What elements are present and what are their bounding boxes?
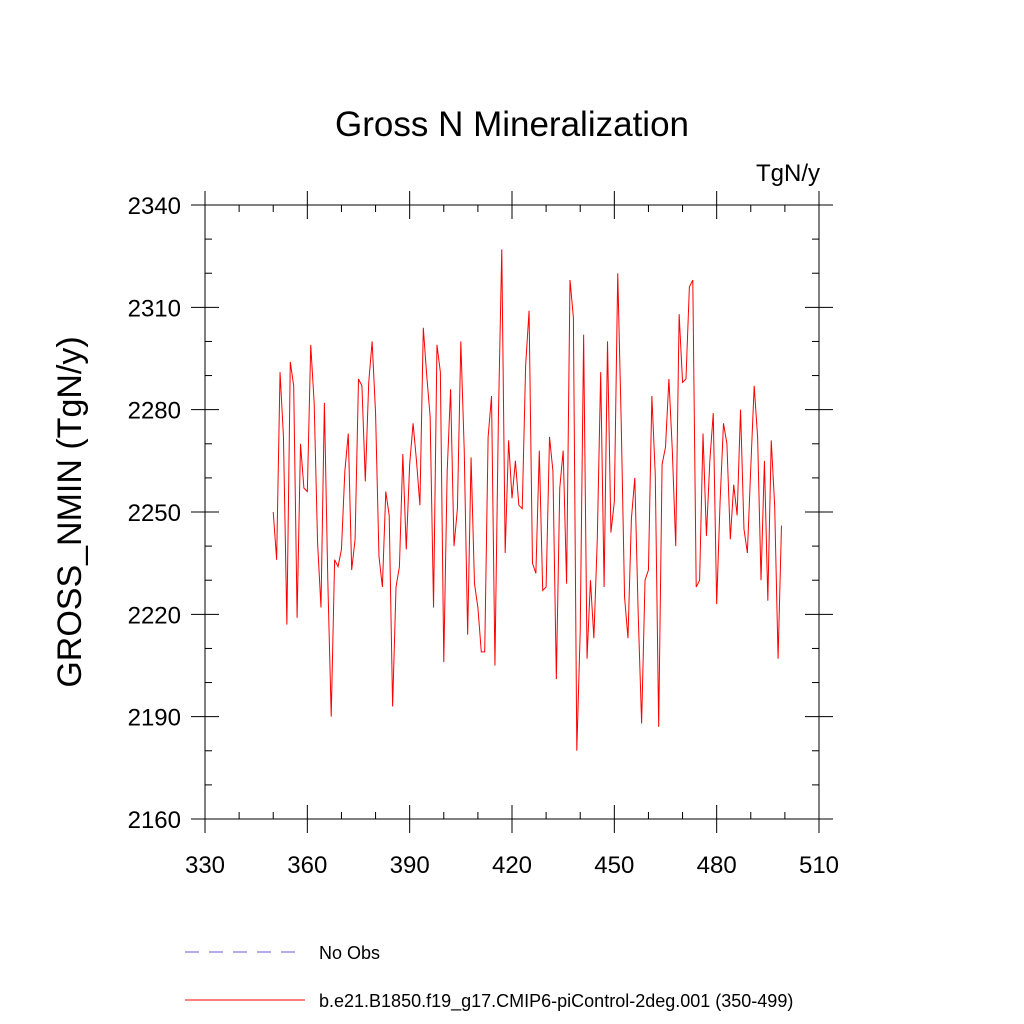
series-line-0 bbox=[272, 249, 782, 751]
y-tick-label: 2280 bbox=[128, 398, 181, 425]
y-tick-label: 2160 bbox=[128, 807, 181, 834]
chart-title: Gross N Mineralization bbox=[335, 105, 689, 144]
y-tick-label: 2250 bbox=[128, 500, 181, 527]
legend-label-control: b.e21.B1850.f19_g17.CMIP6-piControl-2deg… bbox=[319, 991, 793, 1012]
units-label: TgN/y bbox=[756, 160, 820, 187]
x-tick-label: 390 bbox=[390, 852, 430, 879]
legend-label-no-obs: No Obs bbox=[319, 943, 380, 963]
series-group bbox=[272, 249, 782, 751]
x-tick-label: 480 bbox=[697, 852, 737, 879]
y-tick-label: 2190 bbox=[128, 705, 181, 732]
y-tick-label: 2340 bbox=[128, 193, 181, 220]
legend: No Obs b.e21.B1850.f19_g17.CMIP6-piContr… bbox=[185, 943, 793, 1012]
x-tick-label: 450 bbox=[594, 852, 634, 879]
axis-tick-labels: 330 360 390 420 450 480 510 2160 2190 2220 2250 228… bbox=[128, 193, 839, 879]
x-tick-label: 330 bbox=[185, 852, 225, 879]
x-tick-label: 360 bbox=[287, 852, 327, 879]
y-axis-label: GROSS_NMIN (TgN/y) bbox=[51, 336, 89, 687]
y-tick-label: 2310 bbox=[128, 295, 181, 322]
y-tick-label: 2220 bbox=[128, 602, 181, 629]
plot-frame bbox=[204, 204, 820, 820]
x-tick-label: 510 bbox=[799, 852, 839, 879]
x-tick-label: 420 bbox=[492, 852, 532, 879]
